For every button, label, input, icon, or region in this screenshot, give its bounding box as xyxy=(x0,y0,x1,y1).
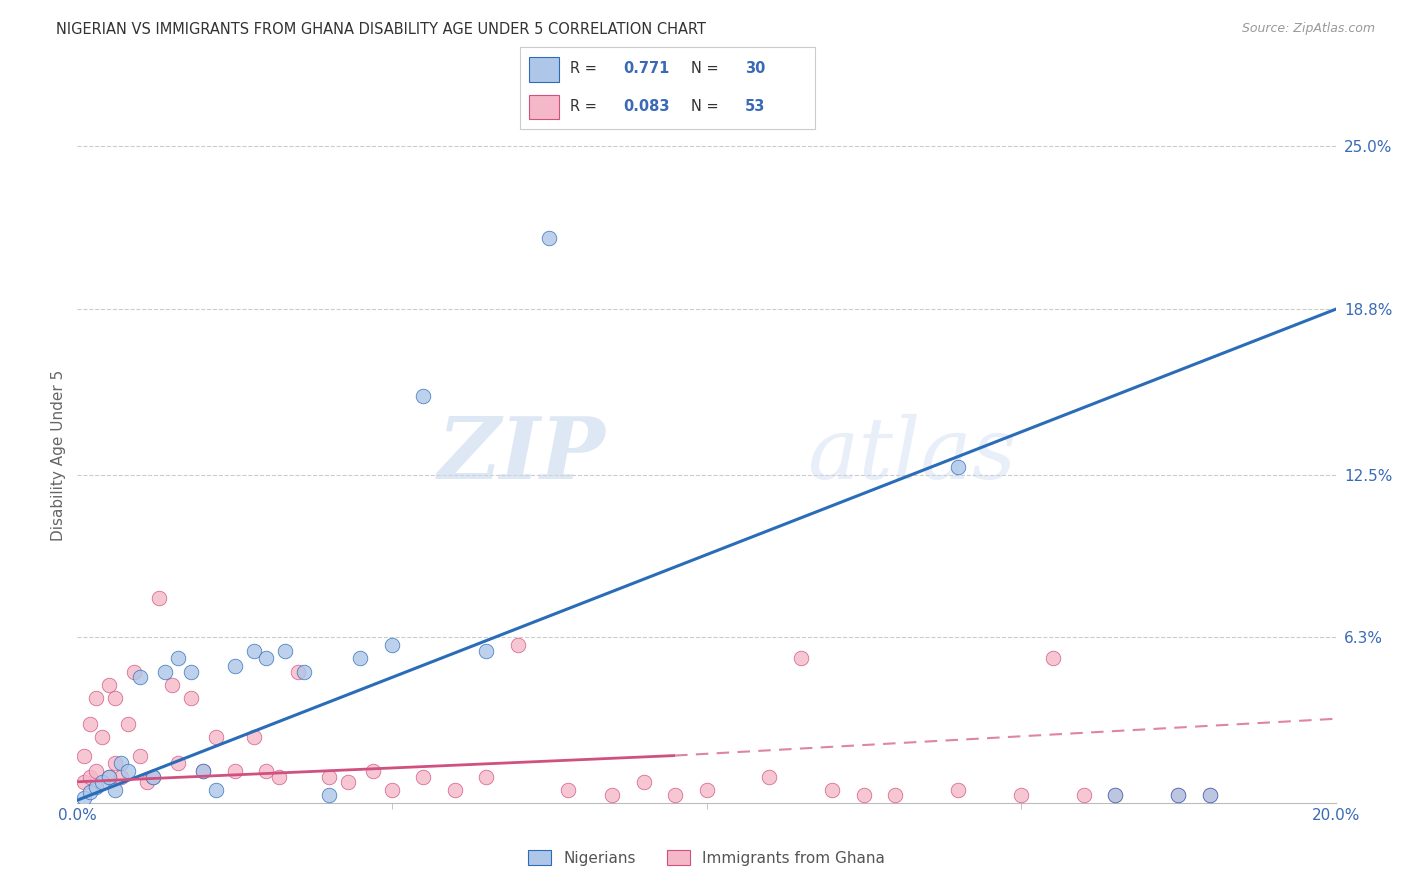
Point xyxy=(1167,788,1189,802)
Point xyxy=(538,231,561,245)
Point xyxy=(1199,788,1222,802)
Text: atlas: atlas xyxy=(807,414,1017,496)
Point xyxy=(204,730,226,744)
Point xyxy=(129,748,152,763)
Point xyxy=(97,678,120,692)
Point xyxy=(155,665,177,679)
FancyBboxPatch shape xyxy=(529,95,558,120)
Point xyxy=(84,780,107,794)
Point xyxy=(104,756,127,771)
Point xyxy=(664,788,686,802)
Point xyxy=(696,782,718,797)
Text: Source: ZipAtlas.com: Source: ZipAtlas.com xyxy=(1241,22,1375,36)
Point xyxy=(475,770,498,784)
Point xyxy=(122,665,145,679)
Point xyxy=(148,591,170,605)
Point xyxy=(142,770,165,784)
Point xyxy=(318,770,340,784)
Text: 53: 53 xyxy=(745,99,765,114)
Point xyxy=(852,788,875,802)
Point xyxy=(180,690,202,705)
Point xyxy=(506,638,529,652)
Point xyxy=(79,770,101,784)
Point xyxy=(361,764,384,779)
Point xyxy=(254,764,277,779)
Point xyxy=(224,764,246,779)
Point xyxy=(349,651,371,665)
Point xyxy=(84,690,107,705)
Point xyxy=(117,764,139,779)
Point xyxy=(292,665,315,679)
Legend: Nigerians, Immigrants from Ghana: Nigerians, Immigrants from Ghana xyxy=(522,844,891,871)
Point xyxy=(600,788,623,802)
FancyBboxPatch shape xyxy=(529,57,558,82)
Point xyxy=(104,690,127,705)
Point xyxy=(97,770,120,784)
Point xyxy=(160,678,183,692)
Point xyxy=(948,459,970,474)
Point xyxy=(224,659,246,673)
Point xyxy=(79,785,101,799)
Point xyxy=(72,790,94,805)
Point xyxy=(475,643,498,657)
Point xyxy=(274,643,297,657)
Point xyxy=(242,730,264,744)
Point xyxy=(204,782,226,797)
Point xyxy=(242,643,264,657)
Point xyxy=(110,756,132,771)
Point xyxy=(381,782,404,797)
Point xyxy=(758,770,780,784)
Text: 30: 30 xyxy=(745,62,765,76)
Text: R =: R = xyxy=(571,62,602,76)
Point xyxy=(412,389,434,403)
Point xyxy=(104,782,127,797)
Point xyxy=(167,756,190,771)
Point xyxy=(91,730,114,744)
Text: 0.083: 0.083 xyxy=(623,99,671,114)
Text: 0.771: 0.771 xyxy=(623,62,669,76)
Text: NIGERIAN VS IMMIGRANTS FROM GHANA DISABILITY AGE UNDER 5 CORRELATION CHART: NIGERIAN VS IMMIGRANTS FROM GHANA DISABI… xyxy=(56,22,706,37)
Point xyxy=(1104,788,1126,802)
Point xyxy=(884,788,907,802)
Point xyxy=(79,717,101,731)
Point xyxy=(135,774,157,789)
Point xyxy=(97,770,120,784)
Point xyxy=(1199,788,1222,802)
Point xyxy=(72,748,94,763)
Point xyxy=(254,651,277,665)
Point xyxy=(191,764,215,779)
Point xyxy=(167,651,190,665)
Point xyxy=(821,782,844,797)
Point xyxy=(1104,788,1126,802)
Point xyxy=(318,788,340,802)
Point xyxy=(267,770,290,784)
Point xyxy=(191,764,215,779)
Point xyxy=(444,782,467,797)
Point xyxy=(1167,788,1189,802)
Point xyxy=(1073,788,1095,802)
Point xyxy=(633,774,655,789)
Point xyxy=(336,774,359,789)
Point xyxy=(381,638,404,652)
Point xyxy=(91,774,114,789)
Point xyxy=(180,665,202,679)
Point xyxy=(1042,651,1064,665)
Point xyxy=(110,770,132,784)
Text: R =: R = xyxy=(571,99,602,114)
Point xyxy=(790,651,813,665)
Point xyxy=(412,770,434,784)
Text: N =: N = xyxy=(692,99,724,114)
Point xyxy=(948,782,970,797)
Y-axis label: Disability Age Under 5: Disability Age Under 5 xyxy=(51,369,66,541)
Point xyxy=(84,764,107,779)
Point xyxy=(1010,788,1032,802)
Point xyxy=(72,774,94,789)
Point xyxy=(129,670,152,684)
Point xyxy=(142,770,165,784)
Point xyxy=(287,665,309,679)
Point xyxy=(117,717,139,731)
Point xyxy=(557,782,579,797)
Text: N =: N = xyxy=(692,62,724,76)
Text: ZIP: ZIP xyxy=(439,413,606,497)
